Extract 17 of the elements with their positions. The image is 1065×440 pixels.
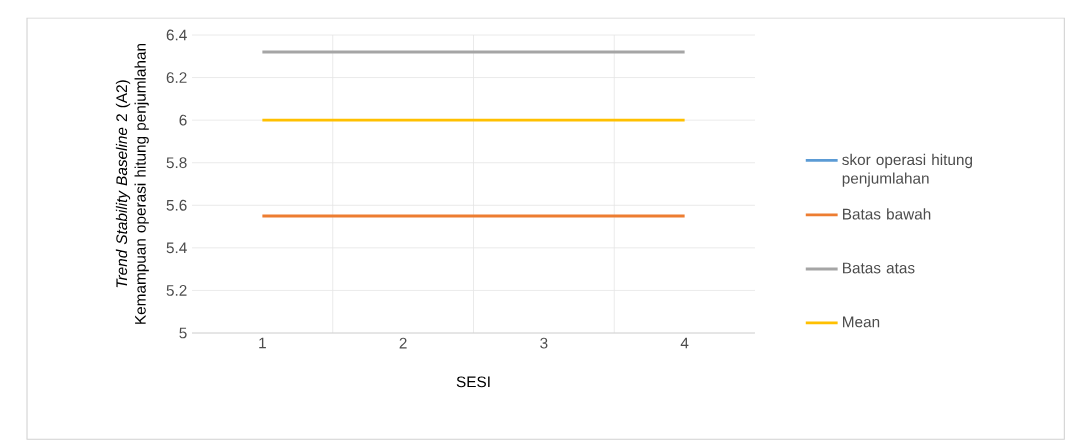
y-tick-label: 5.4 bbox=[166, 242, 187, 254]
x-axis-title: SESI bbox=[456, 376, 490, 388]
y-tick-label: 6.2 bbox=[166, 72, 187, 83]
y-tick-label: 6.4 bbox=[166, 29, 187, 41]
y-tick-label: 5.2 bbox=[166, 285, 187, 296]
legend-label: skor operasi hitung penjumlahan bbox=[842, 153, 972, 187]
y-tick-label: 5.8 bbox=[166, 157, 187, 169]
x-tick-label: 3 bbox=[540, 337, 548, 349]
y-tick-label: 5 bbox=[179, 327, 187, 339]
x-tick-label: 2 bbox=[399, 337, 407, 349]
x-tick-label: 1 bbox=[259, 337, 266, 349]
y-tick-label: 6 bbox=[179, 114, 187, 126]
legend-label: Batas bawah bbox=[843, 208, 931, 220]
legend-label: Mean bbox=[843, 316, 880, 328]
y-tick-label: 5.6 bbox=[166, 199, 187, 211]
x-tick-label: 4 bbox=[680, 337, 689, 349]
legend-label: Batas atas bbox=[843, 262, 915, 274]
